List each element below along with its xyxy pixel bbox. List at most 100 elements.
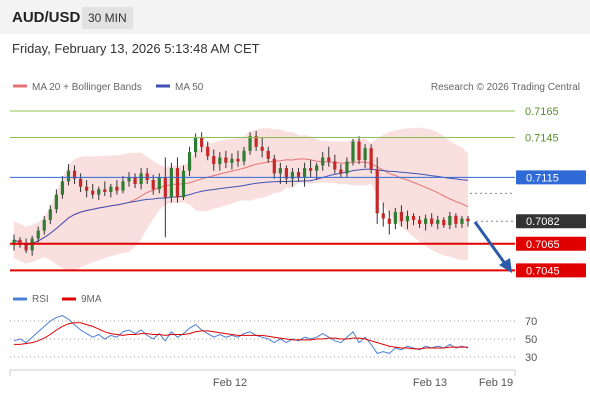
candle [60, 176, 65, 199]
candle [357, 136, 361, 165]
candle-body [36, 230, 40, 239]
candle [133, 173, 137, 189]
candle-body [236, 158, 240, 162]
candle-body [460, 218, 464, 224]
candle-body [399, 211, 404, 222]
candle [345, 157, 349, 178]
candle [442, 217, 446, 228]
candle-body [133, 177, 137, 185]
candle [157, 173, 161, 194]
candle-body [230, 158, 234, 163]
candle [121, 176, 125, 194]
candle-body [284, 168, 288, 179]
bb-legend-label: MA 20 + Bollinger Bands [32, 82, 142, 93]
candle [236, 150, 240, 167]
candle-body [430, 218, 434, 224]
candle [42, 215, 46, 235]
candle [454, 213, 458, 228]
candle [212, 149, 216, 171]
candle [436, 215, 440, 230]
price-level-support: 0.7065 [10, 236, 586, 251]
candle [169, 162, 173, 203]
candle-body [24, 245, 28, 251]
candle [181, 165, 186, 200]
candle [78, 173, 83, 192]
candle-body [351, 141, 355, 162]
candle [175, 157, 180, 203]
candle [284, 165, 288, 185]
rsi-legend-label: RSI [32, 294, 49, 305]
price-levels: 0.7165 0.7145 0.7115 0.7082 0.7065 0.7045 [10, 106, 586, 278]
candle [127, 172, 131, 187]
candle-body [157, 177, 161, 190]
candle-body [290, 172, 295, 179]
candle-body [163, 177, 167, 198]
candle-body [175, 168, 180, 198]
price-level-current: 0.7082 [476, 214, 586, 229]
level-tag [516, 214, 586, 229]
candle-body [302, 168, 307, 178]
candle [163, 157, 167, 238]
price-level-support: 0.7045 [10, 263, 586, 278]
candle [151, 174, 155, 195]
rsi-tick-label: 50 [525, 334, 537, 346]
candle [218, 152, 222, 171]
candle-body [248, 136, 252, 151]
candle-body [411, 215, 416, 220]
candle [339, 164, 343, 178]
candle-body [333, 161, 337, 170]
candle-body [363, 148, 367, 161]
x-tick-label: Feb 19 [479, 377, 513, 389]
candle-body [169, 168, 173, 198]
candle [405, 210, 410, 230]
candle-body [54, 194, 58, 210]
candle [393, 207, 397, 230]
candle [18, 237, 22, 248]
candle-body [442, 219, 446, 226]
candle [278, 162, 282, 185]
candle [242, 146, 246, 166]
candle [260, 137, 264, 158]
candle [254, 130, 258, 151]
candle [327, 146, 331, 167]
candle-body [18, 239, 22, 246]
candle [266, 146, 270, 163]
candle [424, 214, 428, 231]
candle [399, 205, 404, 227]
timeframe-button[interactable]: 30 MIN [82, 7, 133, 29]
source-label: Research © 2026 Trading Central [431, 82, 580, 93]
candle-body [417, 219, 422, 224]
candle-body [103, 189, 107, 192]
candle [36, 226, 40, 243]
candle [375, 157, 379, 224]
candle [72, 165, 77, 185]
candle-body [218, 157, 222, 165]
candle-body [187, 152, 192, 171]
candle-body [12, 239, 16, 246]
candle-body [309, 168, 313, 171]
candle [48, 205, 52, 224]
candle [302, 162, 307, 187]
forecast-arrow [473, 221, 512, 273]
candle-body [127, 177, 131, 182]
candle [224, 150, 228, 169]
candle-body [85, 186, 89, 191]
candle-body [315, 165, 319, 171]
candle-body [91, 190, 95, 195]
candle [66, 164, 71, 186]
candle-body [242, 150, 246, 162]
candle [248, 132, 252, 155]
candle-body [375, 169, 379, 214]
candle-body [145, 173, 149, 181]
candle-body [181, 170, 186, 198]
level-tag-label: 0.7115 [526, 172, 559, 184]
candle-body [466, 218, 470, 222]
candle [387, 210, 391, 235]
level-tag-label: 0.7065 [526, 239, 560, 251]
candle-body [321, 157, 325, 166]
ma9-legend-label: 9MA [81, 294, 102, 305]
candle [115, 180, 119, 195]
ma50-line [13, 168, 469, 246]
